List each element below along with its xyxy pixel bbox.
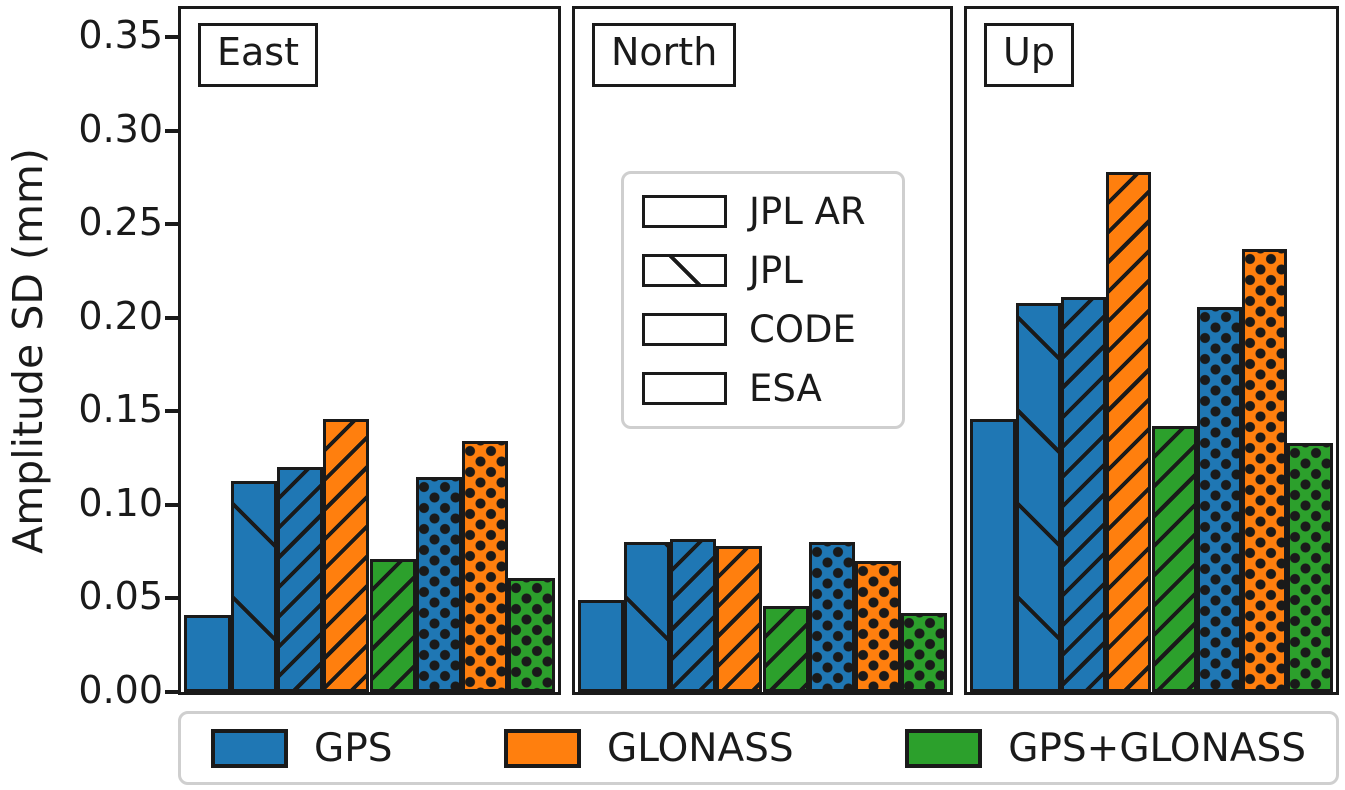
legend-swatch-code bbox=[642, 313, 727, 346]
ytick-label-0.30: 0.30 bbox=[78, 106, 163, 151]
panel-north: North JPL AR JPL CODE ESA bbox=[572, 6, 953, 695]
legend-label-gps-glonass: GPS+GLONASS bbox=[1008, 725, 1306, 771]
ytick-mark-0.30 bbox=[165, 128, 178, 133]
ytick-mark-0.15 bbox=[165, 409, 178, 414]
legend-row-jpl: JPL bbox=[642, 249, 892, 292]
panel-east: East bbox=[178, 6, 561, 695]
bar-east-esa-gps-glonass bbox=[508, 577, 555, 692]
legend-swatch-jpl-ar bbox=[642, 195, 727, 228]
bar-up-code-gps bbox=[1060, 297, 1107, 692]
panel-up: Up bbox=[964, 6, 1339, 695]
panel-title-east: East bbox=[198, 23, 318, 87]
legend-label-jpl-ar: JPL AR bbox=[749, 190, 866, 233]
bar-north-jpl-ar-gps bbox=[578, 600, 625, 692]
constellation-legend: GPS GLONASS GPS+GLONASS bbox=[178, 711, 1339, 785]
ytick-mark-0.05 bbox=[165, 596, 178, 601]
bar-east-esa-gps bbox=[415, 476, 463, 692]
bar-east-esa-glonass bbox=[462, 441, 509, 692]
bar-north-esa-gps-glonass bbox=[900, 613, 947, 692]
y-axis-label: Amplitude SD (mm) bbox=[4, 148, 52, 554]
ytick-label-0.15: 0.15 bbox=[78, 387, 163, 432]
panel-title-north-text: North bbox=[611, 30, 718, 74]
ytick-label-0.20: 0.20 bbox=[78, 293, 163, 338]
ytick-label-0.35: 0.35 bbox=[78, 13, 163, 58]
bar-east-code-gps bbox=[276, 467, 324, 692]
panel-title-north: North bbox=[592, 23, 737, 87]
legend-swatch-gps-glonass bbox=[905, 728, 983, 768]
bar-north-esa-gps bbox=[808, 542, 855, 692]
bar-east-jpl-gps bbox=[230, 480, 277, 692]
bar-north-esa-glonass bbox=[854, 561, 901, 692]
legend-label-glonass: GLONASS bbox=[607, 725, 794, 771]
legend-label-jpl: JPL bbox=[749, 249, 803, 292]
legend-label-code: CODE bbox=[749, 308, 856, 351]
legend-label-gps: GPS bbox=[314, 725, 393, 771]
ytick-mark-0.00 bbox=[165, 690, 178, 694]
legend-row-code: CODE bbox=[642, 308, 892, 351]
legend-row-esa: ESA bbox=[642, 367, 892, 410]
ytick-mark-0.20 bbox=[165, 315, 178, 320]
ytick-mark-0.35 bbox=[165, 35, 178, 40]
ytick-mark-0.10 bbox=[165, 502, 178, 507]
legend-swatch-jpl bbox=[642, 254, 727, 287]
panel-title-up-text: Up bbox=[1003, 30, 1055, 74]
bar-up-code-gps-glonass bbox=[1151, 426, 1197, 692]
ytick-label-0.10: 0.10 bbox=[78, 481, 163, 526]
legend-entry-gps-glonass: GPS+GLONASS bbox=[905, 726, 1306, 771]
bar-north-code-gps-glonass bbox=[762, 605, 809, 692]
bar-up-code-glonass bbox=[1106, 171, 1152, 692]
bar-up-esa-glonass bbox=[1242, 248, 1288, 692]
bar-up-jpl-ar-gps bbox=[970, 418, 1016, 692]
bar-east-code-gps-glonass bbox=[369, 559, 416, 692]
panel-title-east-text: East bbox=[217, 30, 299, 74]
bar-up-esa-gps-glonass bbox=[1287, 443, 1333, 692]
ytick-label-0.00: 0.00 bbox=[78, 668, 163, 713]
panel-title-up: Up bbox=[984, 23, 1074, 87]
analysis-center-legend: JPL AR JPL CODE ESA bbox=[621, 171, 905, 429]
bar-east-code-glonass bbox=[323, 418, 370, 692]
legend-row-jpl-ar: JPL AR bbox=[642, 190, 892, 233]
legend-entry-gps: GPS bbox=[211, 726, 393, 771]
bar-north-code-gps bbox=[670, 538, 717, 692]
legend-label-esa: ESA bbox=[749, 367, 822, 410]
legend-swatch-gps bbox=[211, 728, 288, 768]
bar-east-jpl-ar-gps bbox=[184, 615, 231, 692]
legend-swatch-esa bbox=[642, 372, 727, 405]
bar-up-esa-gps bbox=[1196, 306, 1243, 692]
ytick-mark-0.25 bbox=[165, 222, 178, 227]
legend-swatch-glonass bbox=[504, 728, 582, 768]
bar-up-jpl-gps bbox=[1015, 302, 1061, 692]
ytick-label-0.05: 0.05 bbox=[78, 574, 163, 619]
bar-north-jpl-gps bbox=[624, 542, 671, 692]
ytick-label-0.25: 0.25 bbox=[78, 200, 163, 245]
bar-north-code-glonass bbox=[716, 546, 763, 692]
legend-entry-glonass: GLONASS bbox=[504, 726, 794, 771]
